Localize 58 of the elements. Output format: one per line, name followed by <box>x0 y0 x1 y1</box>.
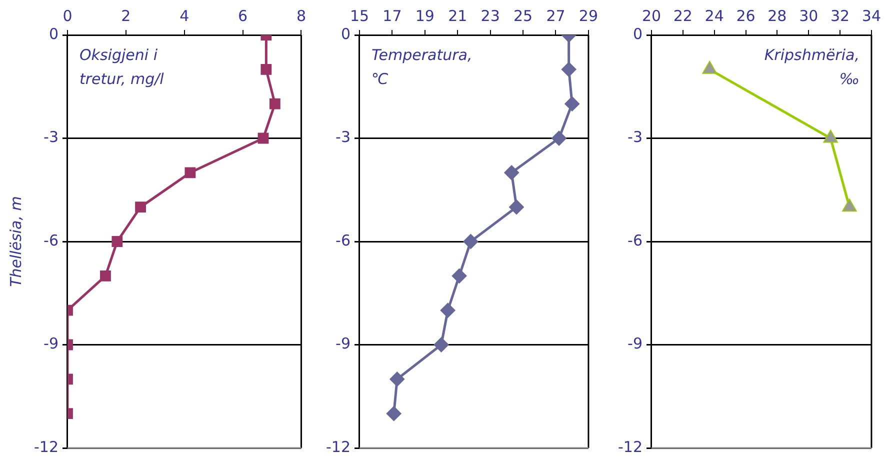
y-tick-label: 0 <box>48 24 58 43</box>
y-tick-label: -9 <box>628 334 642 353</box>
x-tick-label: 21 <box>448 6 468 25</box>
y-tick-label: 0 <box>632 24 642 43</box>
point <box>823 130 838 143</box>
x-tick-label: 4 <box>180 6 190 25</box>
point <box>269 98 280 110</box>
point <box>184 167 196 178</box>
x-tick-label: 6 <box>238 6 248 25</box>
point <box>702 60 718 74</box>
annotation: Temperatura, ℃ <box>371 45 474 90</box>
point <box>463 234 478 249</box>
annotation: Kripshmëria, ‰ <box>763 45 860 90</box>
x-tick-label: 19 <box>415 6 434 25</box>
y-tick-label: 0 <box>340 24 350 43</box>
y-tick-label: -12 <box>34 438 58 456</box>
annotation: Oksigjeni i tretur, mg/l <box>79 45 165 90</box>
point <box>504 165 520 180</box>
x-tick-label: 8 <box>296 6 306 25</box>
x-tick-label: 20 <box>642 6 662 25</box>
x-tick-label: 25 <box>513 6 533 25</box>
y-tick-label: -6 <box>628 231 642 250</box>
x-tick-label: 26 <box>736 6 756 25</box>
y-tick-label: -12 <box>326 438 350 456</box>
y-tick-label: -3 <box>44 128 58 146</box>
point <box>390 372 405 387</box>
x-tick-label: 22 <box>673 6 692 25</box>
point <box>434 337 449 352</box>
y-tick-label: -9 <box>44 334 58 353</box>
y-tick-label: -12 <box>618 438 642 456</box>
point <box>561 62 576 77</box>
x-tick-label: 32 <box>830 6 850 25</box>
point <box>552 130 567 146</box>
point <box>260 64 272 75</box>
x-tick-label: 17 <box>382 6 402 25</box>
y-axis-title: Thellësia, m <box>6 196 25 287</box>
point <box>564 96 580 112</box>
x-tick-label: 29 <box>578 6 598 25</box>
y-tick-label: -6 <box>44 231 58 250</box>
x-tick-label: 0 <box>62 6 72 25</box>
x-tick-label: 15 <box>350 6 370 25</box>
y-tick-label: -3 <box>336 128 350 146</box>
x-tick-label: 27 <box>546 6 566 25</box>
point <box>842 198 857 212</box>
point <box>258 132 269 144</box>
x-tick-label: 24 <box>704 6 724 25</box>
y-tick-label: -3 <box>628 128 642 146</box>
x-tick-label: 34 <box>862 6 882 25</box>
y-tick-label: -9 <box>336 334 350 353</box>
x-tick-label: 2 <box>121 6 131 25</box>
point <box>440 302 456 318</box>
point <box>386 406 402 422</box>
point <box>452 268 467 284</box>
x-tick-label: 30 <box>799 6 818 25</box>
point <box>509 200 524 215</box>
x-tick-label: 23 <box>480 6 500 25</box>
x-tick-label: 28 <box>768 6 787 25</box>
y-tick-label: -6 <box>336 231 350 250</box>
